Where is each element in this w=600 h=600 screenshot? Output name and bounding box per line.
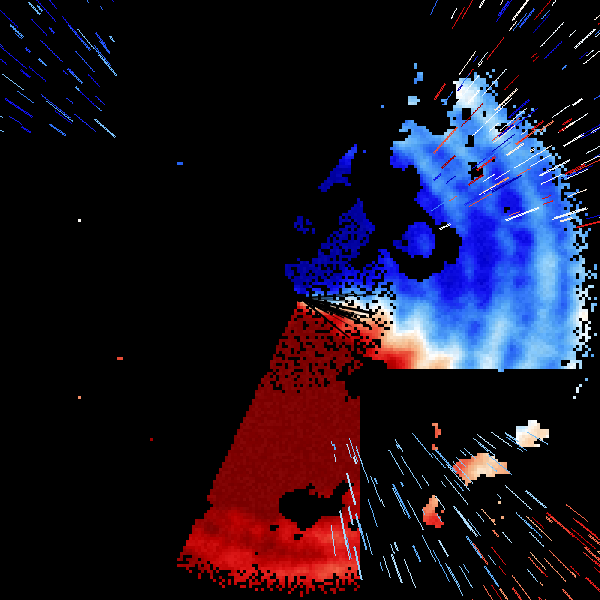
- radar-velocity-image[interactable]: [0, 0, 600, 600]
- radar-display: Radial Velocity Inbound (toward radar) O…: [0, 0, 600, 600]
